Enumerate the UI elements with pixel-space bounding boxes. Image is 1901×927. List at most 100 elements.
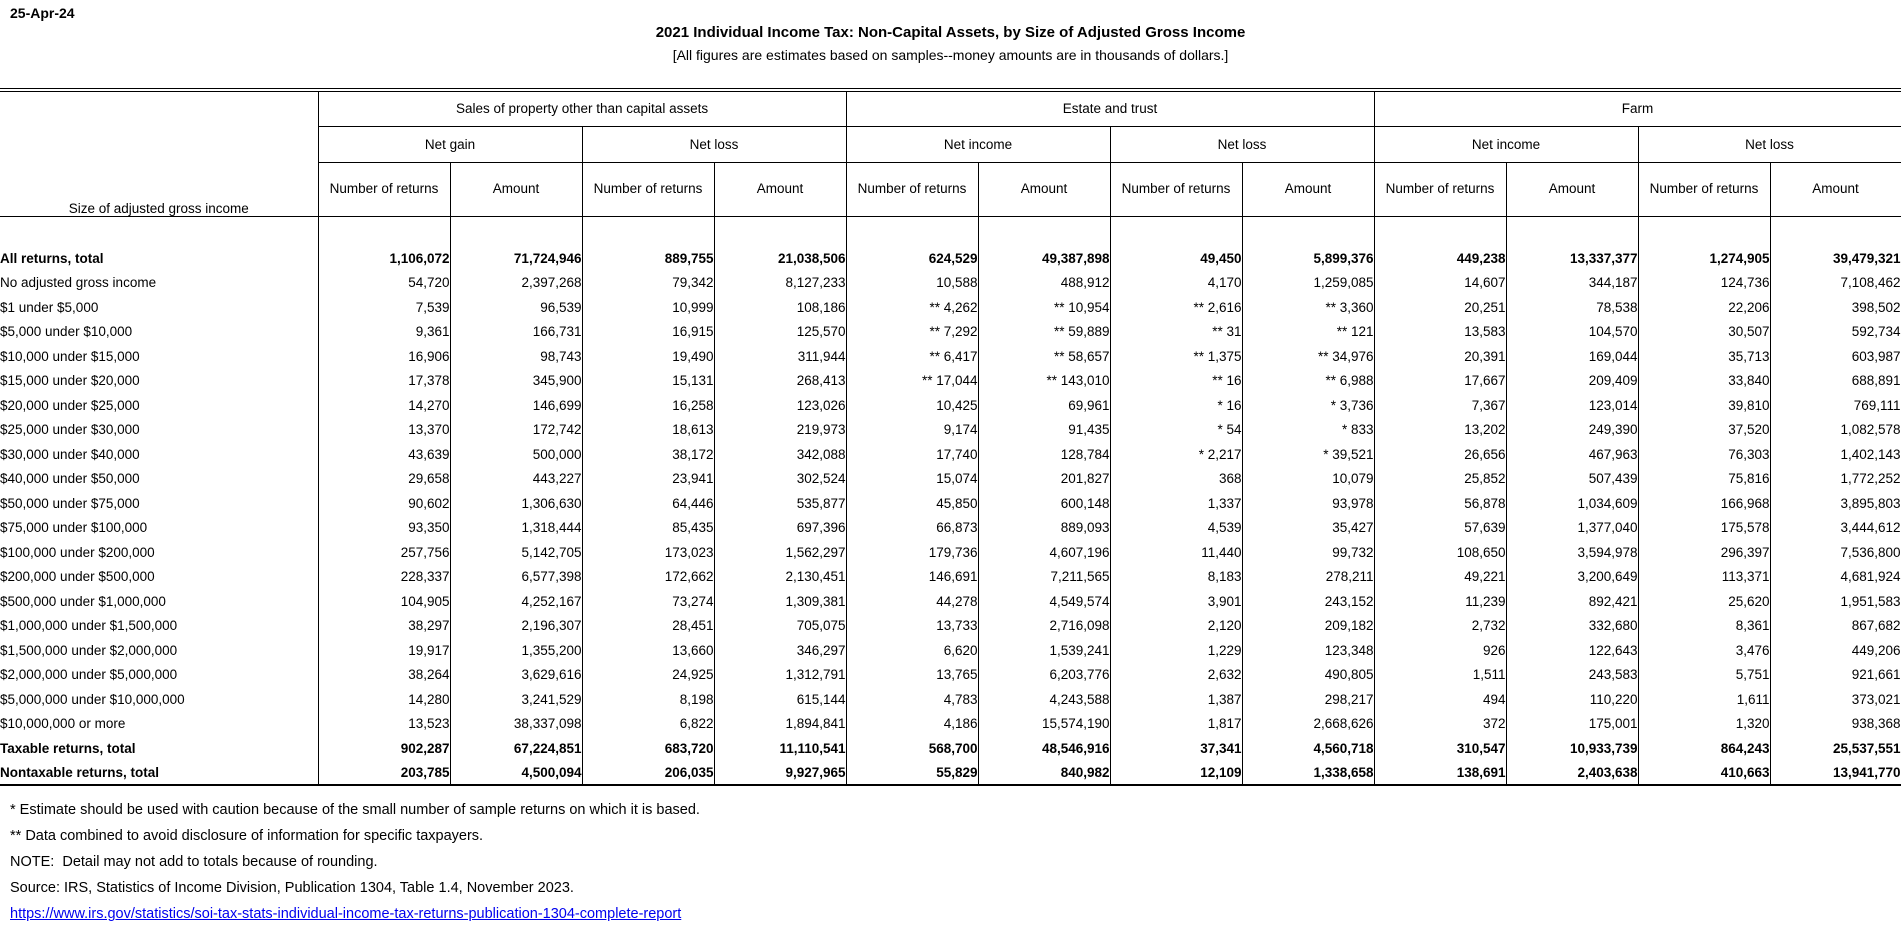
data-cell: 13,337,377 <box>1505 246 1639 271</box>
row-label: $1,000,000 under $1,500,000 <box>0 618 178 634</box>
data-cell: 443,227 <box>449 466 582 491</box>
data-cell: 1,511 <box>1373 662 1507 687</box>
data-cell: 535,877 <box>713 491 847 516</box>
data-cell: 2,403,638 <box>1505 760 1639 785</box>
data-cell: 342,088 <box>713 442 847 467</box>
row-label: $20,000 under $25,000 <box>0 397 140 413</box>
col-header-amount: Amount <box>977 162 1111 217</box>
data-cell: 209,182 <box>1241 613 1375 638</box>
data-cell: 30,507 <box>1637 319 1771 344</box>
table-row: $10,000,000 or more 13,523 38,337,098 6,822… <box>0 711 1901 736</box>
data-cell: 1,611 <box>1637 687 1771 712</box>
data-cell: 1,320 <box>1637 711 1771 736</box>
col-header-number-of-returns: Number of returns <box>581 162 714 217</box>
data-cell: 4,549,574 <box>977 589 1111 614</box>
row-label: $500,000 under $1,000,000 <box>0 593 166 609</box>
data-cell: 3,895,803 <box>1769 491 1901 516</box>
subgroup-farm-net-loss: Net loss <box>1637 126 1901 163</box>
col-header-amount: Amount <box>1241 162 1375 217</box>
page-subtitle: [All figures are estimates based on samp… <box>672 47 1229 63</box>
data-cell: 209,409 <box>1505 368 1639 393</box>
data-cell: 1,562,297 <box>713 540 847 565</box>
data-cell: 249,390 <box>1505 417 1639 442</box>
data-cell: 7,539 <box>317 295 450 320</box>
row-label: $75,000 under $100,000 <box>0 520 148 536</box>
data-cell: 4,607,196 <box>977 540 1111 565</box>
data-cell: 568,700 <box>845 736 979 761</box>
data-cell: ** 34,976 <box>1241 344 1375 369</box>
data-cell: 56,878 <box>1373 491 1507 516</box>
data-cell: 398,502 <box>1769 295 1901 320</box>
data-cell: 8,127,233 <box>713 270 847 295</box>
data-cell: 4,170 <box>1109 270 1243 295</box>
data-cell: 1,387 <box>1109 687 1243 712</box>
data-cell: 25,852 <box>1373 466 1507 491</box>
data-cell: 243,152 <box>1241 589 1375 614</box>
data-cell: 372 <box>1373 711 1507 736</box>
data-cell: 10,999 <box>581 295 714 320</box>
data-cell: 2,196,307 <box>449 613 582 638</box>
data-cell: 1,772,252 <box>1769 466 1901 491</box>
subgroup-header-row: Net gain Net loss Net income Net loss Ne… <box>0 126 1901 163</box>
data-cell: 488,912 <box>977 270 1111 295</box>
data-cell: 4,243,588 <box>977 687 1111 712</box>
data-cell: 16,915 <box>581 319 714 344</box>
data-cell: 13,941,770 <box>1769 760 1901 785</box>
source-link[interactable]: https://www.irs.gov/statistics/soi-tax-s… <box>10 906 682 922</box>
data-cell: 1,951,583 <box>1769 589 1901 614</box>
data-cell: 11,110,541 <box>713 736 847 761</box>
data-cell: 179,736 <box>845 540 979 565</box>
data-cell: 11,239 <box>1373 589 1507 614</box>
data-cell: 113,371 <box>1637 564 1771 589</box>
table-row: Taxable returns, total 902,287 67,224,851 6… <box>0 736 1901 761</box>
data-cell: 310,547 <box>1373 736 1507 761</box>
data-cell: 507,439 <box>1505 466 1639 491</box>
data-cell: 93,350 <box>317 515 450 540</box>
data-cell: 91,435 <box>977 417 1111 442</box>
data-cell: 43,639 <box>317 442 450 467</box>
data-cell: 10,079 <box>1241 466 1375 491</box>
row-label: $5,000 under $10,000 <box>0 324 133 340</box>
data-cell: ** 59,889 <box>977 319 1111 344</box>
data-cell: 125,570 <box>713 319 847 344</box>
data-cell: 892,421 <box>1505 589 1639 614</box>
row-label: $15,000 under $20,000 <box>0 373 140 389</box>
data-cell: 490,805 <box>1241 662 1375 687</box>
data-cell: 38,297 <box>317 613 450 638</box>
data-cell: 123,348 <box>1241 638 1375 663</box>
col-header-number-of-returns: Number of returns <box>1637 162 1771 217</box>
row-label: $10,000 under $15,000 <box>0 348 140 364</box>
data-cell: ** 1,375 <box>1109 344 1243 369</box>
data-cell: 33,840 <box>1637 368 1771 393</box>
data-cell: 66,873 <box>845 515 979 540</box>
data-cell: ** 58,657 <box>977 344 1111 369</box>
data-cell: 13,370 <box>317 417 450 442</box>
data-cell: 449,206 <box>1769 638 1901 663</box>
data-cell: ** 143,010 <box>977 368 1111 393</box>
data-cell: 35,713 <box>1637 344 1771 369</box>
report-date: 25-Apr-24 <box>10 5 75 21</box>
subgroup-sales-net-loss: Net loss <box>581 126 847 163</box>
data-cell: ** 6,988 <box>1241 368 1375 393</box>
data-cell: * 16 <box>1109 393 1243 418</box>
footnote-single-asterisk: * Estimate should be used with caution b… <box>10 802 700 818</box>
data-cell: 13,583 <box>1373 319 1507 344</box>
data-cell: 1,309,381 <box>713 589 847 614</box>
data-cell: 23,941 <box>581 466 714 491</box>
data-cell: 2,732 <box>1373 613 1507 638</box>
data-cell: 1,539,241 <box>977 638 1111 663</box>
footnote-double-asterisk: ** Data combined to avoid disclosure of … <box>10 828 484 844</box>
group-header-row: Size of adjusted gross income Sales of p… <box>0 90 1901 217</box>
data-cell: 203,785 <box>317 760 450 785</box>
row-label: $40,000 under $50,000 <box>0 471 140 487</box>
data-cell: 3,476 <box>1637 638 1771 663</box>
data-cell: 8,361 <box>1637 613 1771 638</box>
subgroup-estate-net-loss: Net loss <box>1109 126 1375 163</box>
data-cell: 6,822 <box>581 711 714 736</box>
data-cell: 104,570 <box>1505 319 1639 344</box>
data-cell: 9,174 <box>845 417 979 442</box>
data-cell: 13,523 <box>317 711 450 736</box>
data-cell: 19,490 <box>581 344 714 369</box>
data-cell: 705,075 <box>713 613 847 638</box>
col-header-amount: Amount <box>713 162 847 217</box>
